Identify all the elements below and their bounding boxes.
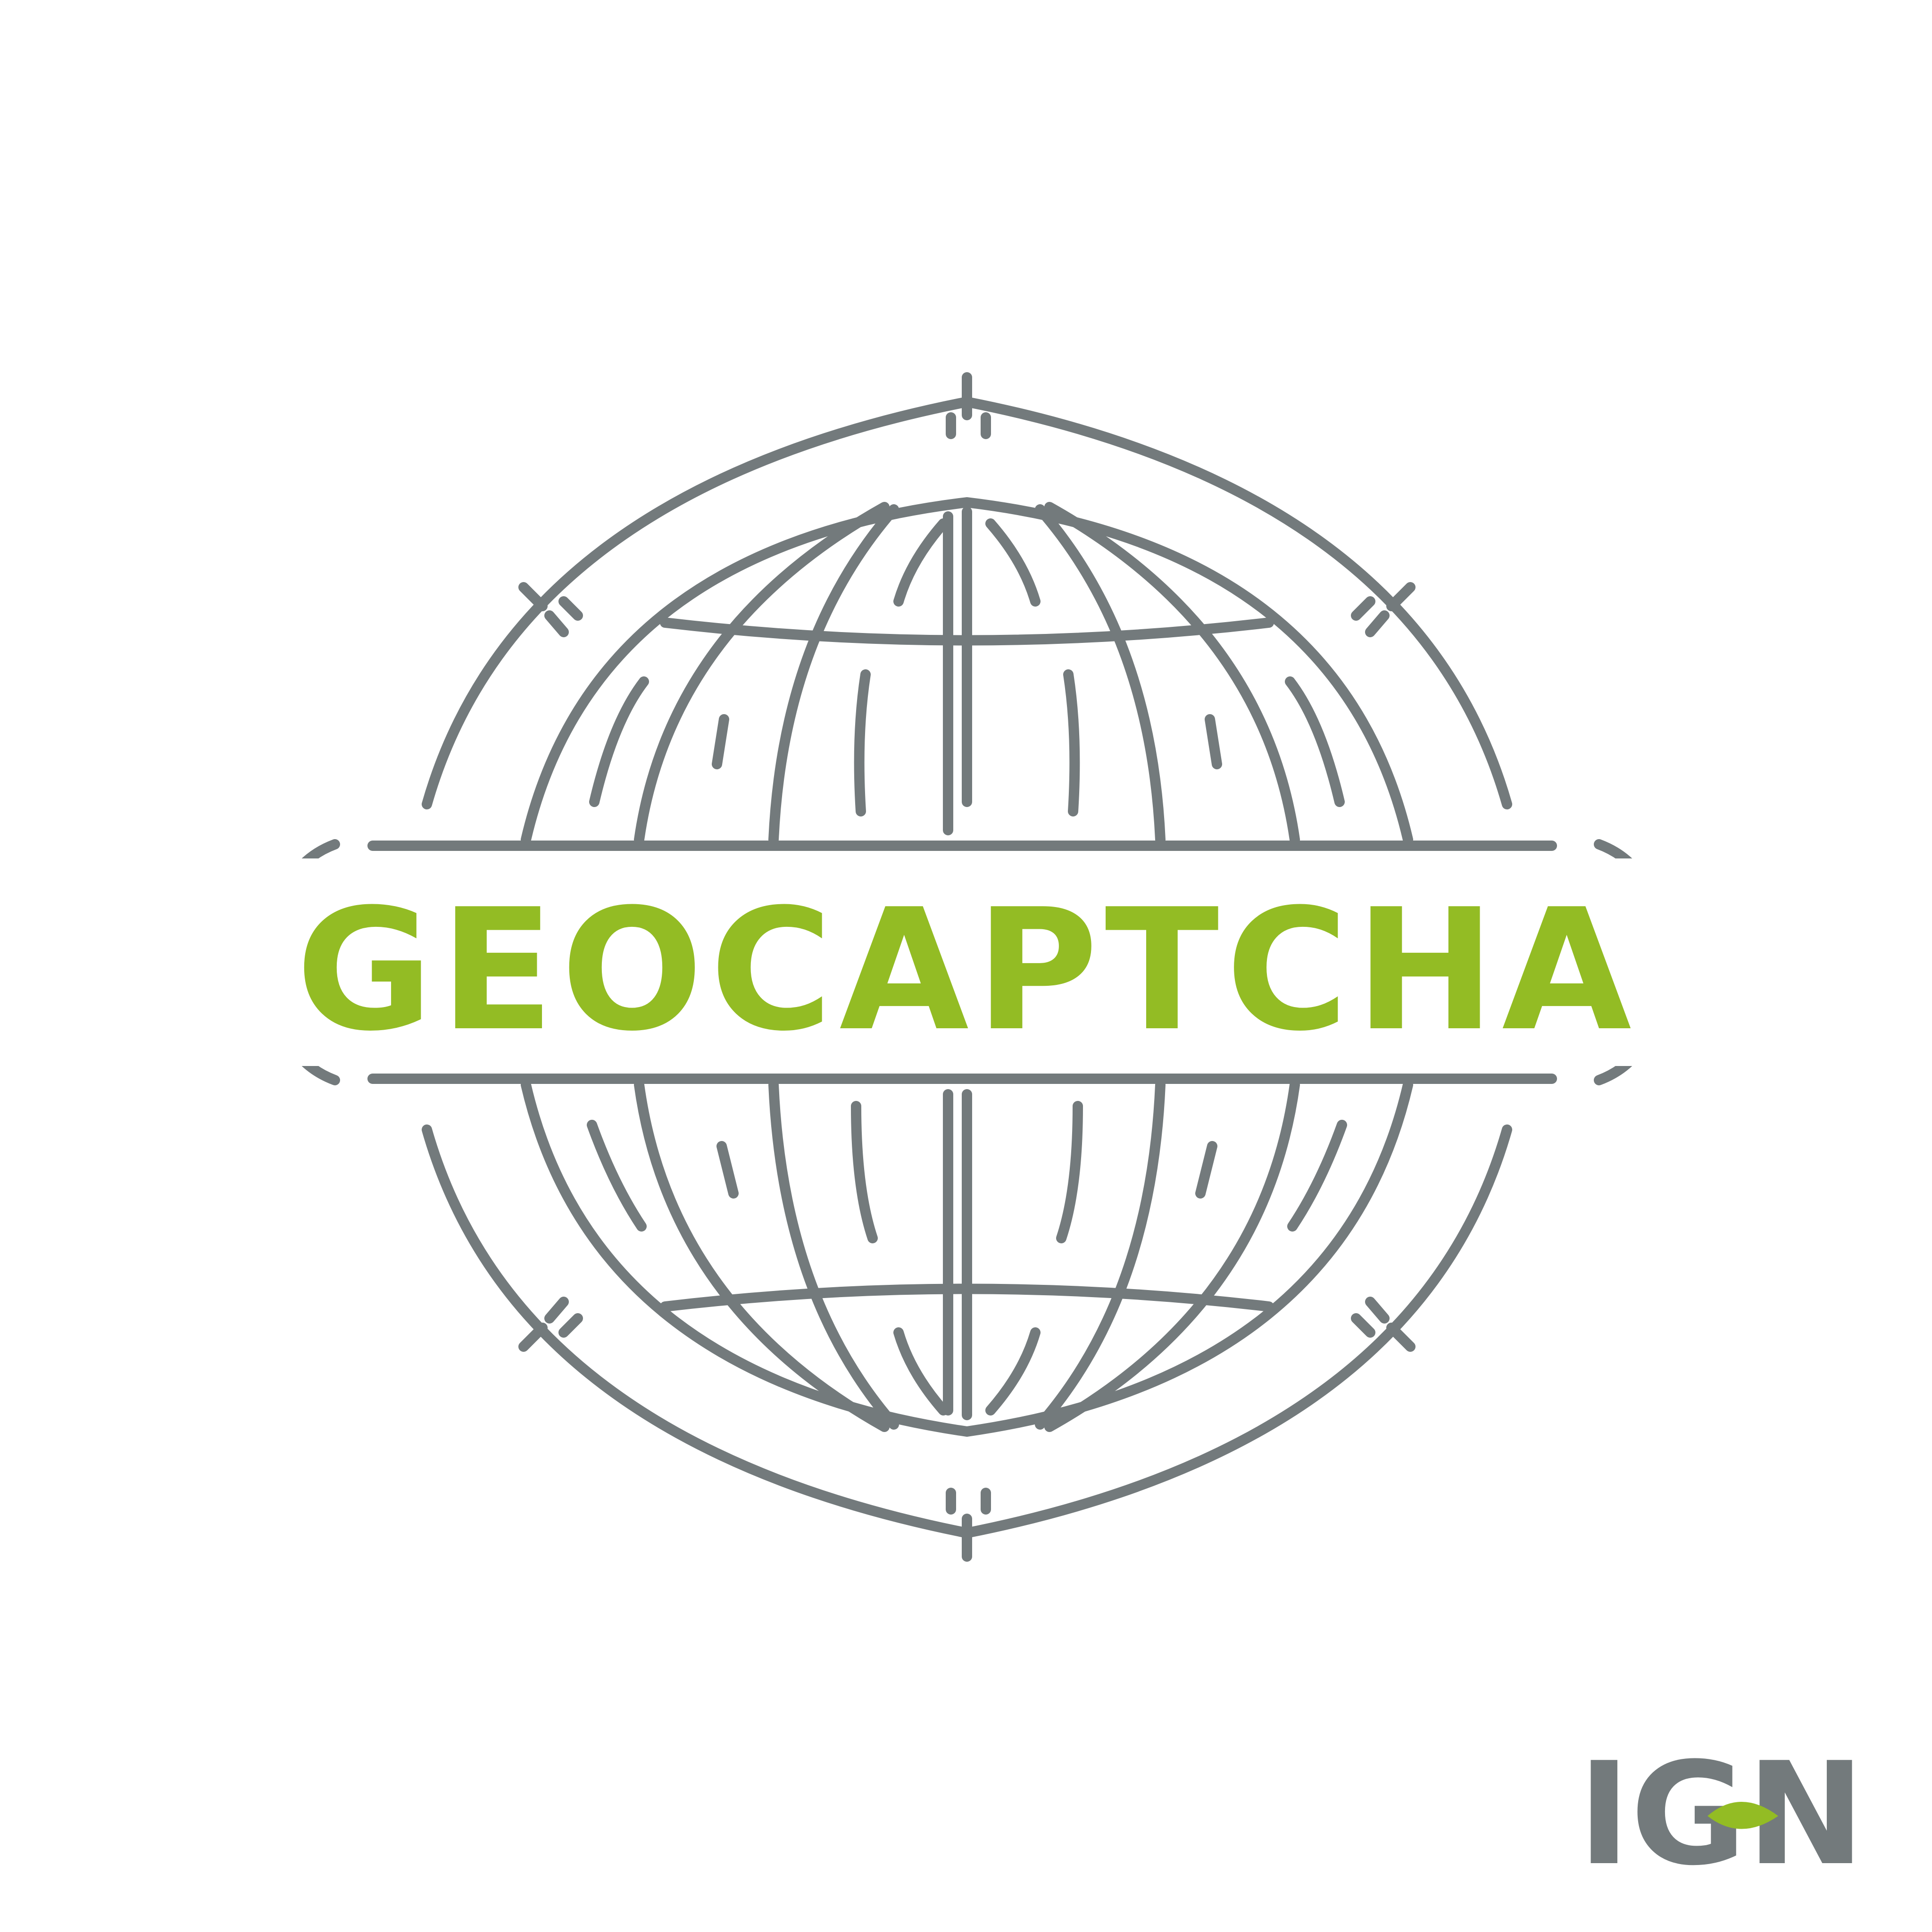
compass-ring-icon [422, 372, 1512, 1562]
geocaptcha-wordmark: GEOCAPTCHA [296, 873, 1638, 1068]
ign-brand-logo: IGN [1578, 1732, 1865, 1897]
leaf-icon [1707, 1802, 1778, 1829]
globe-icon [521, 497, 1413, 1437]
